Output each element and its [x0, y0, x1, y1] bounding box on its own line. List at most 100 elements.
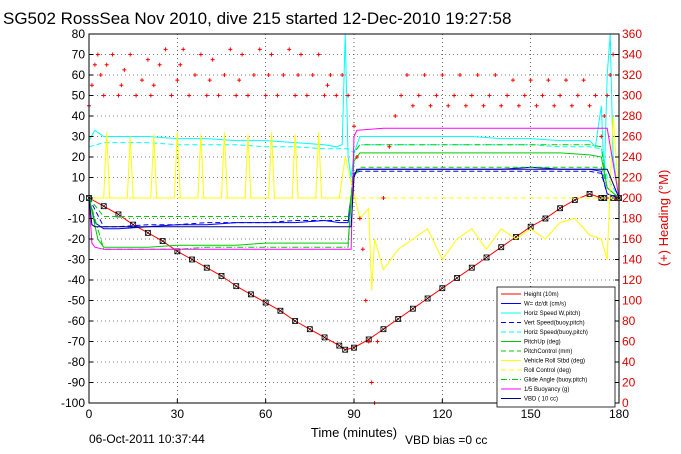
x-tick-label: 0: [86, 407, 93, 421]
height-marker-cross: [410, 305, 416, 312]
y-right-tick-label: 20: [622, 376, 636, 390]
y-tick-label: -100: [61, 396, 85, 410]
heading-point: [175, 78, 180, 83]
heading-point: [387, 144, 392, 149]
heading-point: [110, 52, 115, 57]
heading-point: [92, 62, 97, 67]
heading-point: [463, 103, 468, 108]
x-tick-label: 180: [609, 407, 629, 421]
height-marker: [233, 283, 240, 290]
heading-point: [434, 93, 439, 98]
heading-point: [234, 93, 239, 98]
heading-point: [89, 83, 94, 88]
height-marker: [439, 285, 446, 292]
heading-point: [269, 52, 274, 57]
y-right-tick-label: 240: [622, 150, 642, 164]
heading-point: [360, 247, 365, 252]
heading-point: [369, 380, 374, 385]
series-layer: [86, 33, 622, 353]
height-marker-cross: [159, 238, 166, 244]
y-right-tick-label: 320: [622, 68, 642, 82]
heading-point: [310, 73, 315, 77]
height-marker-cross: [336, 342, 342, 349]
height-marker: [144, 229, 151, 236]
heading-point: [611, 52, 616, 57]
heading-point: [481, 103, 486, 108]
height-marker-cross: [469, 264, 475, 271]
height-marker-cross: [189, 256, 195, 263]
heading-point: [440, 73, 445, 77]
heading-point: [251, 73, 256, 77]
height-marker: [189, 256, 195, 263]
y-tick-label: -30: [68, 253, 86, 267]
height-marker-cross: [380, 326, 387, 332]
heading-point: [181, 47, 186, 52]
y-tick-label: -60: [68, 314, 86, 328]
heading-point: [104, 62, 109, 67]
heading-point: [499, 103, 504, 108]
y-right-tick-label: 140: [622, 253, 642, 267]
y-tick-label: -70: [68, 335, 86, 349]
heading-point: [198, 52, 203, 57]
heading-layer: [87, 47, 621, 405]
heading-point: [599, 134, 604, 139]
series-line: [88, 193, 619, 351]
legend-entry: PitchControl (mm): [524, 349, 572, 355]
height-marker: [159, 238, 166, 244]
heading-point: [140, 78, 144, 83]
heading-point: [322, 93, 327, 98]
x-axis: 0 30 60 90 120 150 180: [86, 399, 629, 421]
heading-point: [275, 93, 280, 98]
height-marker-cross: [483, 254, 490, 261]
heading-point: [422, 73, 427, 77]
legend-entry: Vehicle Roll Stbd (deg): [524, 359, 585, 365]
y-right-tick-label: 120: [622, 273, 642, 287]
y-tick-label: -50: [68, 294, 86, 308]
y-right-tick-label: 80: [622, 314, 636, 328]
y-right-tick-label: 280: [622, 109, 642, 123]
heading-point: [605, 93, 610, 98]
heading-point: [452, 93, 457, 98]
heading-point: [381, 196, 386, 200]
height-marker-cross: [101, 203, 107, 209]
heading-point: [593, 93, 598, 98]
heading-point: [193, 73, 197, 77]
height-marker-cross: [262, 299, 269, 306]
series-line: [88, 170, 620, 228]
y-tick-label: 70: [72, 48, 86, 62]
heading-point: [446, 103, 451, 108]
x-tick-label: 120: [432, 407, 452, 421]
legend-entry: VBD ( 10 cc): [524, 397, 558, 403]
y-right-tick-label: 40: [622, 355, 636, 369]
heading-point: [393, 114, 398, 118]
heading-point: [608, 73, 613, 77]
y-right-tick-label: 60: [622, 335, 636, 349]
heading-point: [281, 73, 286, 77]
legend-entry: 1/5 Buoyancy (g): [524, 387, 569, 393]
y-right-tick-label: 360: [622, 27, 642, 41]
height-marker: [380, 326, 387, 333]
heading-point: [151, 83, 156, 88]
series-line: [89, 115, 620, 291]
y-tick-label: 50: [72, 89, 86, 103]
y-right-tick-label: 220: [622, 171, 642, 185]
height-marker: [409, 305, 416, 312]
y-right-tick-label: 0: [622, 396, 629, 410]
heading-point: [178, 62, 183, 67]
heading-point: [293, 93, 298, 98]
height-marker: [351, 344, 357, 351]
heading-point: [399, 93, 404, 98]
heading-point: [511, 78, 515, 83]
y-right-tick-label: 160: [622, 232, 642, 246]
y-right-tick-label: 100: [622, 294, 642, 308]
heading-point: [95, 52, 100, 57]
height-marker-cross: [395, 316, 401, 322]
heading-point: [602, 114, 607, 118]
y-right-tick-label: 340: [622, 48, 642, 62]
heading-point: [340, 73, 345, 77]
series-line: [88, 168, 620, 228]
heading-point: [458, 73, 462, 77]
height-marker-cross: [307, 326, 313, 332]
height-marker: [498, 244, 505, 251]
heading-point: [157, 62, 162, 67]
